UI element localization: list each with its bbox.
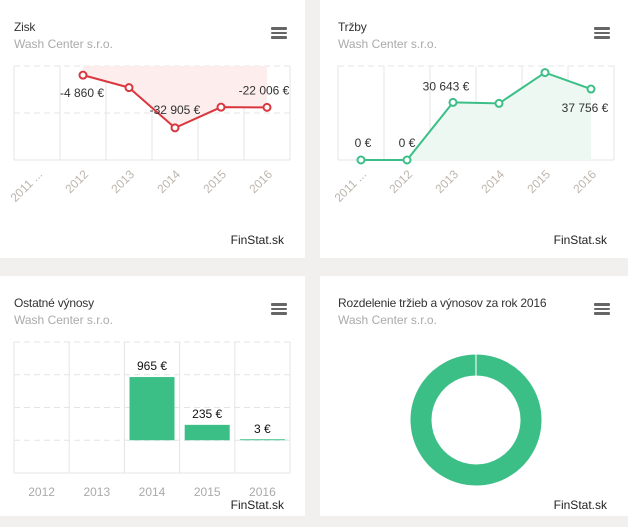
- chart-title: Rozdelenie tržieb a výnosov za rok 2016: [338, 296, 547, 310]
- x-axis-tick-label: 2012: [62, 167, 91, 196]
- chart-title: Zisk: [14, 20, 36, 34]
- data-label: 965 €: [137, 359, 167, 373]
- chart-subtitle: Wash Center s.r.o.: [338, 313, 437, 327]
- x-axis-tick-label: 2012: [28, 485, 55, 499]
- credit-link[interactable]: FinStat.sk: [230, 233, 284, 247]
- data-label: 30 643 €: [423, 79, 470, 93]
- other-income-chart: 2012 2013 965 € 2014 235 € 2015 3 € 2016: [13, 341, 291, 499]
- hamburger-menu-icon[interactable]: [594, 27, 610, 39]
- distribution-donut-chart: [409, 353, 543, 487]
- x-axis-tick-label: 2013: [83, 485, 110, 499]
- credit-link[interactable]: FinStat.sk: [553, 233, 607, 247]
- data-point-marker: [216, 102, 226, 112]
- data-label: 3 €: [254, 422, 271, 436]
- other-income-chart-card: 2012 2013 965 € 2014 235 € 2015 3 € 2016 Ostatn…: [0, 276, 305, 516]
- hamburger-menu-icon[interactable]: [271, 303, 287, 315]
- data-label: 0 €: [399, 136, 416, 150]
- data-label: -4 860 €: [60, 86, 104, 100]
- donut-slice: [409, 353, 543, 487]
- data-point-marker: [262, 102, 272, 112]
- x-axis-tick-label: 2015: [200, 167, 229, 196]
- data-label: 0 €: [355, 136, 372, 150]
- x-axis-tick-label: 2016: [246, 167, 275, 196]
- hamburger-menu-icon[interactable]: [271, 27, 287, 39]
- distribution-chart-card: Rozdelenie tržieb a výnosov za rok 2016 …: [320, 276, 628, 516]
- x-axis-tick-label: 2015: [524, 167, 553, 196]
- data-label: -22 006 €: [239, 83, 290, 97]
- data-point-marker: [448, 97, 458, 107]
- bar: [239, 439, 285, 441]
- x-axis-tick-label: 2014: [154, 167, 183, 196]
- x-axis-tick-label: 2016: [570, 167, 599, 196]
- revenue-chart: 0 € 0 € 30 643 € 37 756 € 2011 ... 2012 2013 20…: [332, 65, 615, 205]
- x-axis-tick-label: 2012: [386, 167, 415, 196]
- revenue-chart-card: 0 € 0 € 30 643 € 37 756 € 2011 ... 2012 2013 20…: [320, 0, 628, 258]
- data-point-marker: [170, 123, 180, 133]
- data-point-marker: [402, 155, 412, 165]
- x-axis-tick-label: 2013: [108, 167, 137, 196]
- chart-subtitle: Wash Center s.r.o.: [14, 37, 113, 51]
- profit-chart-card: -4 860 € -32 905 € -22 006 € 2011 ... 2012 20…: [0, 0, 305, 258]
- series-area: [83, 66, 267, 128]
- chart-title: Ostatné výnosy: [14, 296, 94, 310]
- data-point-marker: [78, 70, 88, 80]
- x-axis-tick-label: 2013: [432, 167, 461, 196]
- credit-link[interactable]: FinStat.sk: [553, 498, 607, 512]
- x-axis-tick-label: 2011 ...: [8, 167, 46, 205]
- chart-subtitle: Wash Center s.r.o.: [338, 37, 437, 51]
- profit-chart: -4 860 € -32 905 € -22 006 € 2011 ... 2012 20…: [8, 65, 291, 205]
- x-axis-tick-label: 2014: [478, 167, 507, 196]
- data-point-marker: [540, 68, 550, 78]
- data-label: 37 756 €: [562, 101, 609, 115]
- x-axis-tick-label: 2014: [139, 485, 166, 499]
- chart-subtitle: Wash Center s.r.o.: [14, 313, 113, 327]
- x-axis-tick-label: 2015: [194, 485, 221, 499]
- hamburger-menu-icon[interactable]: [594, 303, 610, 315]
- data-point-marker: [586, 84, 596, 94]
- series-line: [361, 71, 592, 161]
- data-label: 235 €: [192, 407, 222, 421]
- data-label: -32 905 €: [150, 103, 201, 117]
- credit-link[interactable]: FinStat.sk: [230, 498, 284, 512]
- bar: [129, 377, 175, 441]
- data-point-marker: [124, 83, 134, 93]
- series-area: [361, 72, 591, 160]
- data-point-marker: [494, 98, 504, 108]
- data-point-marker: [356, 155, 366, 165]
- chart-title: Tržby: [338, 20, 367, 34]
- x-axis-tick-label: 2011 ...: [332, 167, 370, 205]
- x-axis-tick-label: 2016: [249, 485, 276, 499]
- bar: [184, 424, 230, 441]
